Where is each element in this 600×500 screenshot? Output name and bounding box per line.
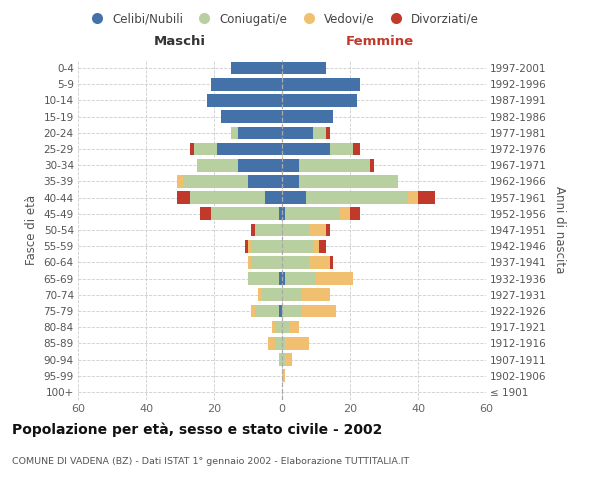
Bar <box>248 256 251 268</box>
Bar <box>282 126 313 139</box>
Bar <box>286 208 340 220</box>
Bar <box>340 208 350 220</box>
Bar <box>251 256 282 268</box>
Bar <box>278 208 282 220</box>
Bar <box>248 272 278 285</box>
Text: Maschi: Maschi <box>154 35 206 48</box>
Bar <box>282 272 286 285</box>
Bar <box>278 304 282 318</box>
Bar <box>217 142 282 156</box>
Legend: Celibi/Nubili, Coniugati/e, Vedovi/e, Divorziati/e: Celibi/Nubili, Coniugati/e, Vedovi/e, Di… <box>80 8 484 30</box>
Bar <box>231 126 238 139</box>
Bar <box>282 62 326 74</box>
Bar <box>238 126 282 139</box>
Bar <box>176 192 190 204</box>
Bar <box>319 240 326 252</box>
Bar <box>282 110 333 123</box>
Bar <box>282 78 360 90</box>
Bar <box>251 304 255 318</box>
Bar <box>272 321 275 334</box>
Text: COMUNE DI VADENA (BZ) - Dati ISTAT 1° gennaio 2002 - Elaborazione TUTTITALIA.IT: COMUNE DI VADENA (BZ) - Dati ISTAT 1° ge… <box>12 458 409 466</box>
Bar <box>282 224 309 236</box>
Bar <box>200 208 211 220</box>
Bar <box>190 142 194 156</box>
Bar <box>286 353 292 366</box>
Bar <box>255 224 282 236</box>
Bar <box>289 321 299 334</box>
Bar <box>302 304 337 318</box>
Bar <box>176 175 184 188</box>
Bar <box>282 192 306 204</box>
Bar <box>309 256 329 268</box>
Bar <box>265 192 282 204</box>
Bar <box>316 272 353 285</box>
Bar <box>211 78 282 90</box>
Bar <box>251 240 282 252</box>
Y-axis label: Fasce di età: Fasce di età <box>25 195 38 265</box>
Bar <box>245 240 248 252</box>
Bar <box>350 208 360 220</box>
Bar <box>302 288 329 301</box>
Bar <box>282 175 299 188</box>
Bar <box>286 272 316 285</box>
Bar <box>282 304 302 318</box>
Bar <box>282 240 313 252</box>
Bar <box>309 224 326 236</box>
Text: Femmine: Femmine <box>346 35 414 48</box>
Bar <box>353 142 360 156</box>
Bar <box>184 175 248 188</box>
Bar <box>418 192 435 204</box>
Bar <box>282 142 329 156</box>
Bar <box>278 272 282 285</box>
Bar <box>194 142 217 156</box>
Text: Popolazione per età, sesso e stato civile - 2002: Popolazione per età, sesso e stato civil… <box>12 422 382 437</box>
Bar <box>329 256 333 268</box>
Bar <box>299 159 370 172</box>
Bar <box>190 192 265 204</box>
Bar <box>248 175 282 188</box>
Bar <box>275 337 282 349</box>
Bar <box>329 142 353 156</box>
Bar <box>255 304 278 318</box>
Bar <box>299 175 398 188</box>
Bar <box>282 288 302 301</box>
Bar <box>211 208 278 220</box>
Bar <box>282 256 309 268</box>
Bar <box>197 159 238 172</box>
Bar <box>248 240 251 252</box>
Bar <box>282 353 286 366</box>
Bar <box>408 192 418 204</box>
Bar <box>278 353 282 366</box>
Bar <box>282 370 286 382</box>
Bar <box>258 288 262 301</box>
Bar <box>326 126 329 139</box>
Bar <box>282 337 286 349</box>
Bar <box>262 288 282 301</box>
Bar <box>251 224 255 236</box>
Bar <box>221 110 282 123</box>
Bar <box>282 159 299 172</box>
Bar <box>282 94 357 107</box>
Bar <box>306 192 408 204</box>
Bar <box>231 62 282 74</box>
Bar <box>207 94 282 107</box>
Bar <box>370 159 374 172</box>
Bar <box>268 337 275 349</box>
Bar <box>282 321 289 334</box>
Y-axis label: Anni di nascita: Anni di nascita <box>553 186 566 274</box>
Bar <box>238 159 282 172</box>
Bar <box>313 240 319 252</box>
Bar <box>313 126 326 139</box>
Bar <box>275 321 282 334</box>
Bar <box>282 208 286 220</box>
Bar <box>286 337 309 349</box>
Bar <box>326 224 329 236</box>
